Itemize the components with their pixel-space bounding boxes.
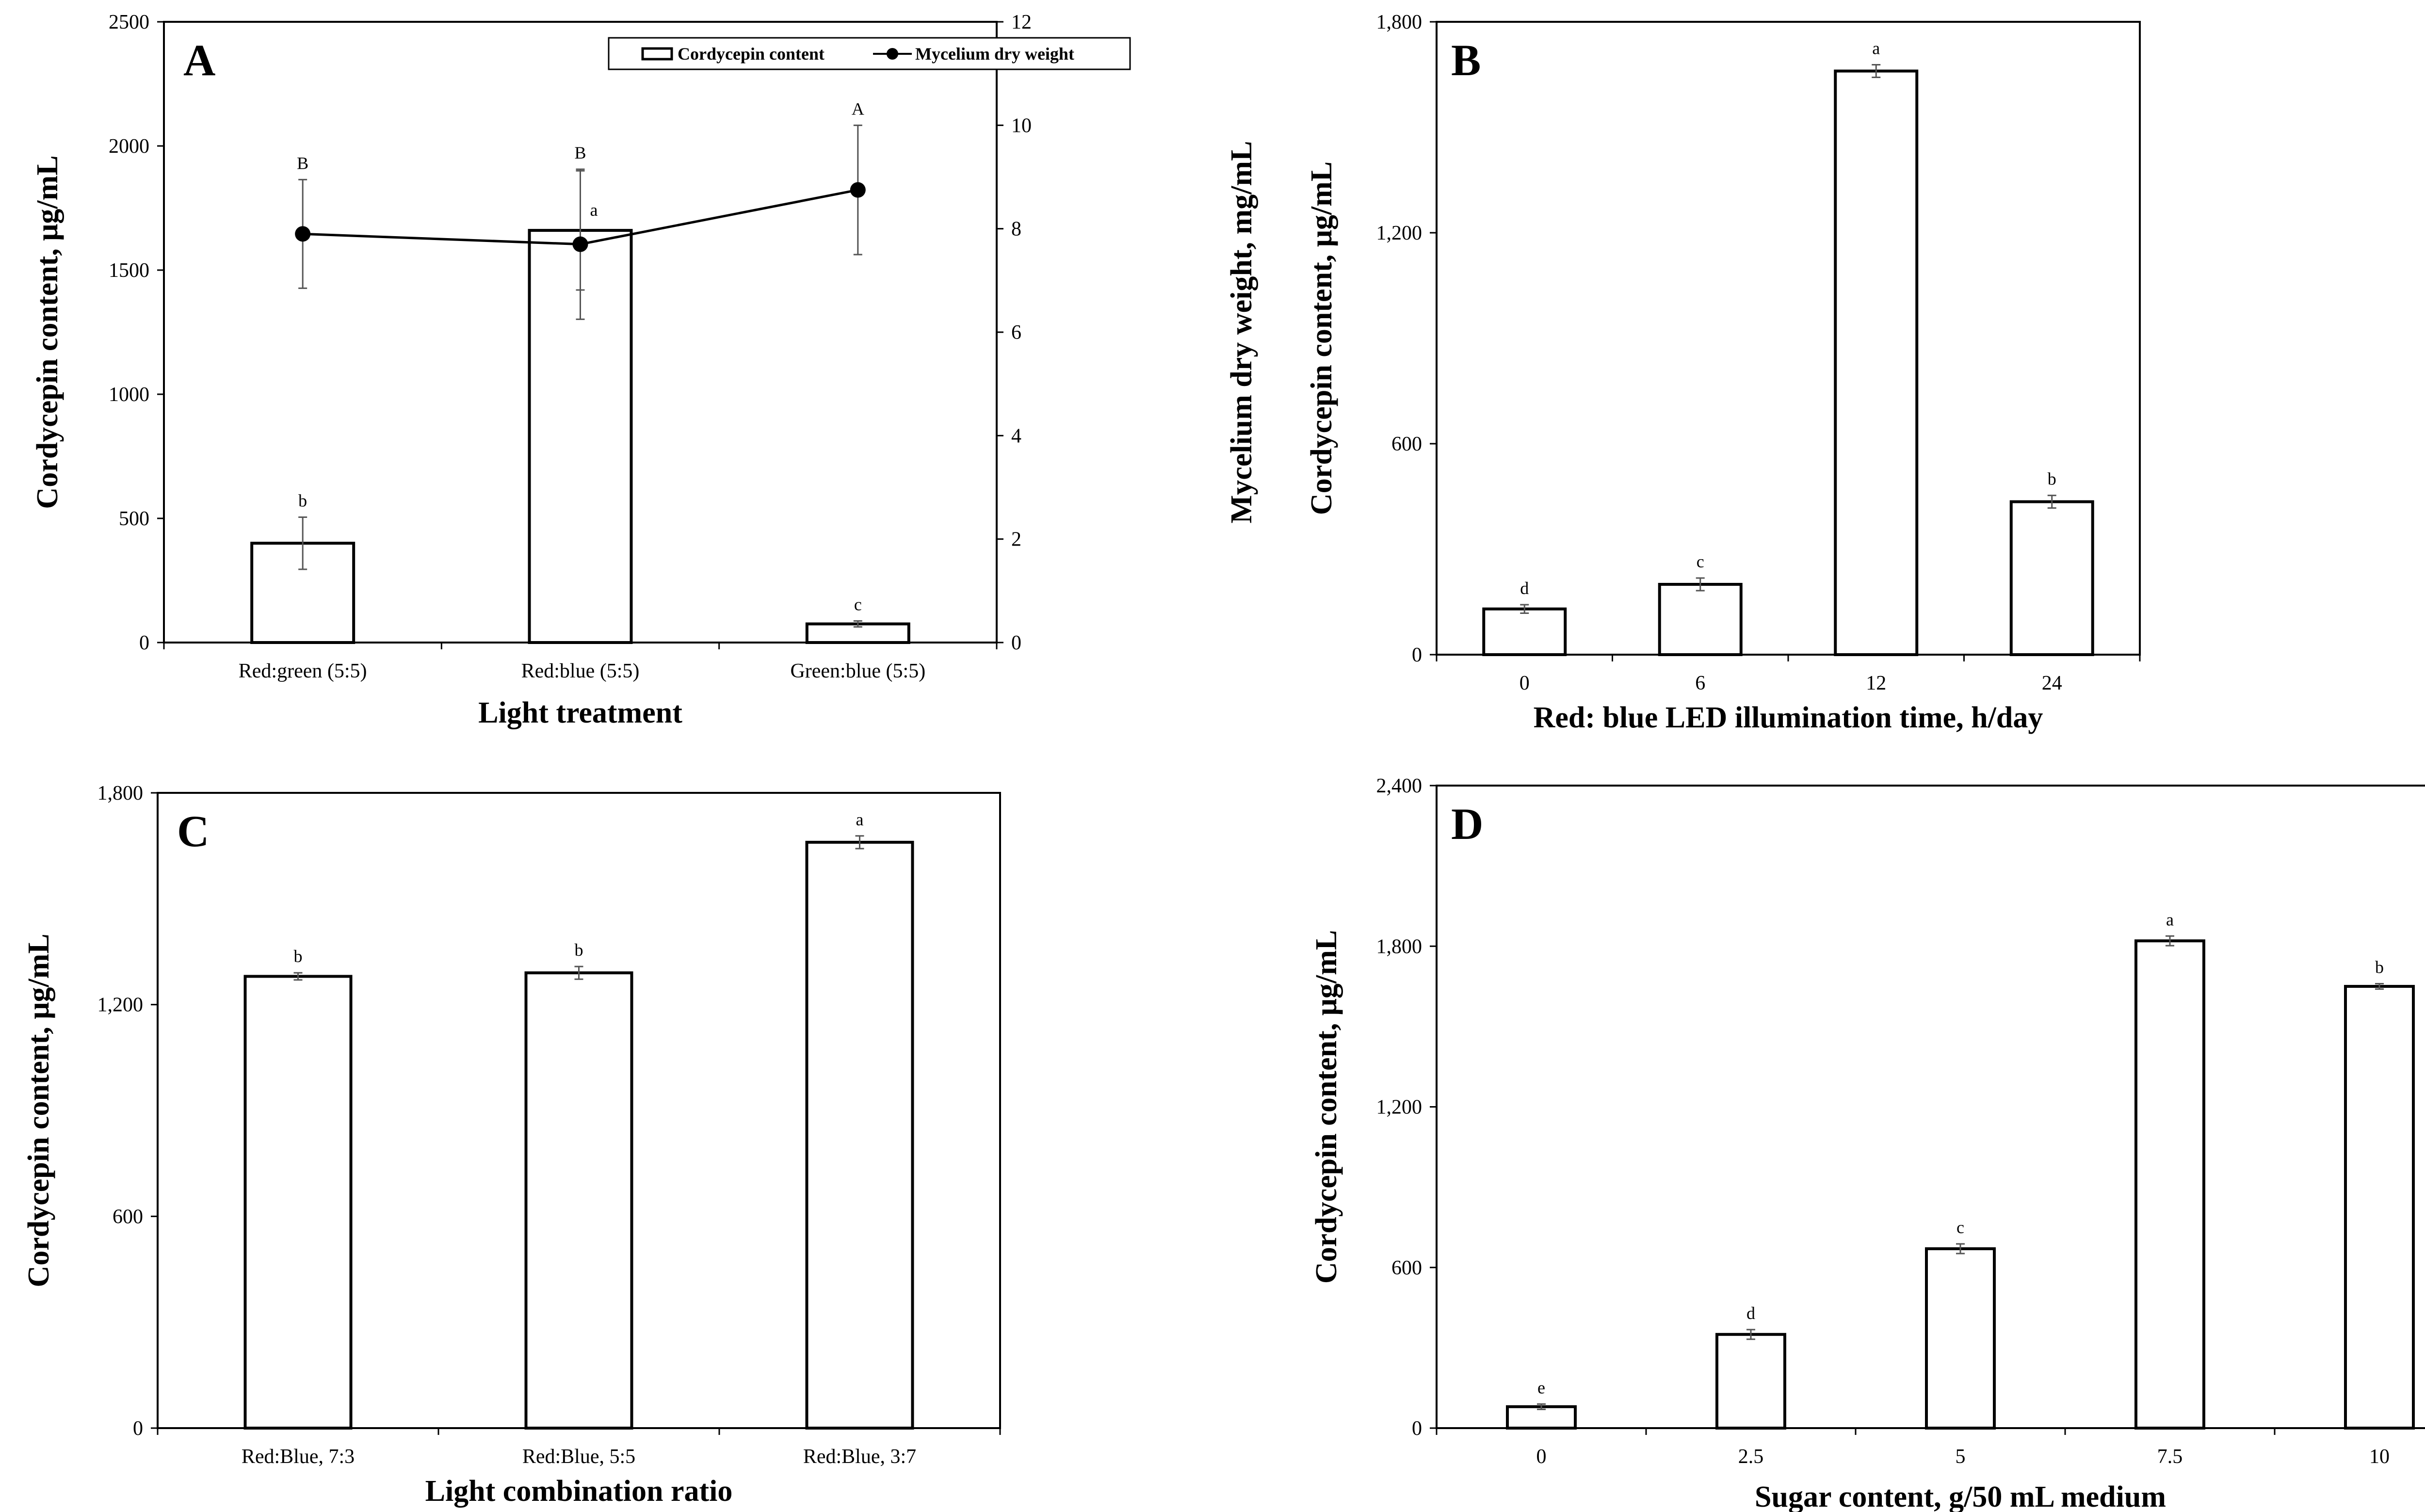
y-axis-title: Cordycepin content, μg/mL [31, 155, 64, 509]
significance-label: c [1697, 552, 1704, 571]
bar [1715, 1333, 1786, 1430]
y-tick-label: 0 [1412, 1417, 1422, 1440]
data-point [572, 236, 588, 252]
y-tick-label: 1,800 [1376, 935, 1423, 958]
x-tick-label: 6 [1695, 672, 1705, 694]
y-tick-label: 1,800 [97, 782, 144, 804]
y2-tick-label: 6 [1011, 322, 1021, 344]
legend: Cordycepin content Mycelium dry weight [608, 37, 1131, 70]
y2-axis-title: Mycelium dry weight, mg/mL [1225, 141, 1258, 524]
y-tick-label: 1500 [109, 259, 149, 282]
bar [805, 622, 910, 644]
y-tick-label: 2500 [109, 11, 149, 33]
significance-label: c [1956, 1218, 1964, 1237]
x-axis-title: Sugar content, g/50 mL medium [1755, 1480, 2166, 1512]
x-axis-title: Light combination ratio [425, 1475, 733, 1508]
y2-tick-label: 2 [1011, 529, 1021, 551]
y-tick-label: 1,200 [97, 994, 144, 1016]
significance-label: b [298, 491, 307, 510]
y-axis-title: Cordycepin content, μg/mL [1305, 161, 1338, 515]
bar [2134, 939, 2205, 1430]
panel-d: 0 600 1,200 1,800 2,400 0 2.5 5 7.5 10 Sugar conte… [1310, 775, 2425, 1512]
bar [2009, 500, 2094, 656]
significance-label: A [852, 99, 864, 118]
bar [1834, 69, 1919, 656]
significance-label: e [1537, 1378, 1545, 1397]
x-tick-label: Red:Blue, 3:7 [803, 1446, 916, 1468]
x-axis-title: Red: blue LED illumination time, h/day [1534, 701, 2043, 734]
bar [1925, 1247, 1996, 1430]
x-tick-label: 10 [2369, 1446, 2390, 1468]
x-tick-label: Red:Blue, 5:5 [522, 1446, 635, 1468]
data-point [850, 182, 866, 198]
x-tick-label: 2.5 [1738, 1446, 1764, 1468]
x-tick-label: Red:blue (5:5) [521, 660, 640, 682]
panel-letter: D [1451, 799, 1483, 849]
significance-label: B [297, 153, 308, 173]
x-tick-label: 7.5 [2157, 1446, 2183, 1468]
y2-tick-label: 0 [1011, 632, 1021, 654]
panel-a: 0 500 1000 1500 2000 2500 0 2 4 6 8 10 12 Mycelium dr… [31, 11, 1258, 729]
panel-letter: B [1451, 35, 1481, 85]
y-tick-label: 0 [139, 632, 149, 654]
x-tick-label: 0 [1536, 1446, 1547, 1468]
significance-label: c [854, 595, 862, 614]
legend-box [608, 37, 1131, 70]
bar [1506, 1405, 1577, 1430]
x-tick-label: 12 [1866, 672, 1886, 694]
bar [1482, 607, 1567, 656]
significance-label: a [2166, 910, 2174, 929]
significance-label: b [294, 947, 303, 966]
x-tick-label: 5 [1956, 1446, 1966, 1468]
legend-label: Mycelium dry weight [915, 44, 1074, 64]
x-axis-title: Light treatment [478, 696, 682, 729]
bar [1658, 583, 1743, 656]
y2-tick-label: 12 [1011, 11, 1032, 33]
y-tick-label: 0 [133, 1417, 143, 1440]
y-tick-label: 1,200 [1376, 222, 1423, 244]
legend-label: Cordycepin content [678, 44, 824, 64]
significance-label: a [1872, 38, 1880, 58]
x-tick-label: 24 [2042, 672, 2062, 694]
significance-label: d [1746, 1303, 1755, 1323]
y2-tick-label: 10 [1011, 114, 1032, 137]
significance-label: a [590, 200, 598, 220]
x-tick-label: 0 [1520, 672, 1530, 694]
bar [805, 840, 914, 1430]
y-tick-label: 1,200 [1376, 1096, 1423, 1119]
y-axis-title: Cordycepin content, μg/mL [1310, 930, 1343, 1284]
bar [243, 975, 353, 1430]
x-tick-label: Green:blue (5:5) [790, 660, 925, 682]
panel-letter: C [177, 806, 209, 856]
y-tick-label: 2,400 [1376, 775, 1423, 797]
significance-label: b [2048, 469, 2056, 489]
panel-c: 0 600 1,200 1,800 Red:Blue, 7:3 Red:Blue, 5:5… [22, 782, 1001, 1508]
x-tick-label: Red:green (5:5) [239, 660, 367, 682]
y-tick-label: 1000 [109, 384, 149, 406]
y-tick-label: 600 [1391, 1257, 1422, 1279]
significance-label: B [574, 143, 586, 162]
x-tick-label: Red:Blue, 7:3 [242, 1446, 355, 1468]
y2-tick-label: 8 [1011, 218, 1021, 241]
y-axis-title: Cordycepin content, μg/mL [22, 933, 55, 1287]
data-point [295, 226, 311, 242]
y-tick-label: 600 [113, 1206, 143, 1228]
panel-b: 0 600 1,200 1,800 0 6 12 24 Red: blue LED illumi… [1305, 11, 2141, 734]
legend-marker [887, 48, 898, 60]
panel-letter: A [183, 35, 215, 85]
significance-label: b [2375, 958, 2384, 977]
bar [524, 971, 633, 1430]
y-tick-label: 2000 [109, 135, 149, 158]
significance-label: b [575, 940, 583, 960]
y-tick-label: 0 [1412, 644, 1422, 666]
legend-bar-swatch [641, 47, 673, 61]
bar [2344, 985, 2415, 1430]
y-tick-label: 600 [1391, 433, 1422, 455]
y-tick-label: 500 [119, 508, 149, 530]
significance-label: a [856, 810, 864, 829]
significance-label: d [1520, 579, 1529, 598]
y2-tick-label: 4 [1011, 425, 1021, 447]
y-tick-label: 1,800 [1376, 11, 1423, 33]
